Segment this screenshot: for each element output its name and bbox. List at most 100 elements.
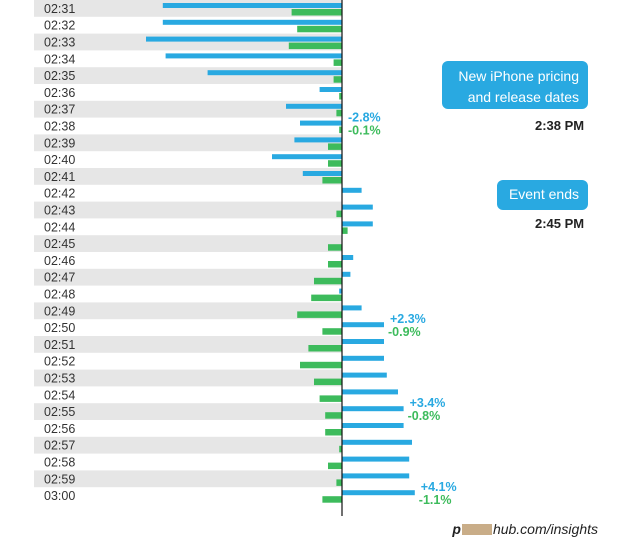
bar-blue <box>342 204 373 210</box>
time-label: 02:37 <box>44 103 75 117</box>
row-band <box>34 100 342 118</box>
time-label: 02:34 <box>44 52 75 66</box>
bar-blue <box>342 305 362 311</box>
time-label: 02:49 <box>44 304 75 318</box>
callout-pricing-line1: New iPhone pricing <box>458 68 579 84</box>
bar-green <box>342 227 348 234</box>
bar-blue <box>302 171 342 176</box>
callout-event-ends-line1: Event ends <box>508 186 579 202</box>
bar-green <box>333 76 342 83</box>
bar-blue <box>300 120 342 126</box>
callout-pricing-line2: and release dates <box>467 89 579 105</box>
row-bands <box>34 0 342 488</box>
watermark-prefix: p <box>452 521 461 537</box>
row-band <box>34 336 342 353</box>
callout-event-ends: Event ends <box>497 180 588 210</box>
bar-green <box>291 9 342 16</box>
callout-event-ends-time: 2:45 PM <box>535 216 585 231</box>
time-label: 02:36 <box>44 86 75 100</box>
bar-blue <box>162 3 342 8</box>
time-label: 02:46 <box>44 254 75 268</box>
bar-blue <box>342 456 410 462</box>
row-band <box>34 470 342 488</box>
bars <box>146 3 415 503</box>
bar-green <box>336 109 342 117</box>
bar-green <box>328 160 342 167</box>
time-label: 02:40 <box>44 153 75 167</box>
bar-blue <box>342 490 415 496</box>
bar-green <box>300 361 342 369</box>
row-band <box>34 369 342 387</box>
bar-blue <box>342 355 384 361</box>
row-band <box>34 403 342 420</box>
time-label: 02:51 <box>44 338 75 352</box>
row-band <box>34 302 342 320</box>
bar-blue <box>342 389 398 395</box>
bar-green <box>297 311 342 318</box>
bar-blue <box>207 70 342 76</box>
bar-green <box>328 462 342 470</box>
time-label: 02:33 <box>44 36 75 50</box>
bar-blue <box>342 187 362 193</box>
bar-green <box>328 143 342 150</box>
percent-label-blue: +3.4% <box>410 396 446 410</box>
bar-green <box>339 445 342 453</box>
bar-green <box>314 378 342 386</box>
bar-blue <box>342 372 387 378</box>
row-band <box>34 168 342 185</box>
time-label: 02:55 <box>44 405 75 419</box>
row-band <box>34 67 342 84</box>
percent-label-green: -0.9% <box>388 325 421 339</box>
bar-blue <box>272 154 342 160</box>
row-band <box>34 268 342 286</box>
bar-blue <box>342 322 384 328</box>
time-label: 02:52 <box>44 355 75 369</box>
time-label: 02:48 <box>44 288 75 302</box>
percent-label-blue: +4.1% <box>421 480 457 494</box>
time-label: 02:43 <box>44 204 75 218</box>
bar-green <box>297 25 342 33</box>
time-label: 02:32 <box>44 19 75 33</box>
bar-green <box>328 244 342 251</box>
bar-blue <box>342 255 354 260</box>
percent-labels: -2.8%-0.1% +2.3%-0.9% +3.4%-0.8% +4.1%-1.1% <box>348 111 457 508</box>
bar-blue <box>165 53 342 59</box>
watermark-suffix: hub.com/insights <box>492 521 598 537</box>
percent-label-green: -0.8% <box>408 409 441 423</box>
bar-blue <box>342 473 410 479</box>
bar-green <box>322 496 342 503</box>
time-label: 02:57 <box>44 439 75 453</box>
row-band <box>34 134 342 152</box>
time-label: 02:41 <box>44 170 75 184</box>
bar-green <box>308 345 342 352</box>
time-label: 02:59 <box>44 472 75 486</box>
bar-blue <box>319 87 342 92</box>
bar-green <box>336 479 342 486</box>
time-label: 02:50 <box>44 321 75 335</box>
bar-blue <box>146 36 342 42</box>
bar-blue <box>342 339 384 344</box>
time-label: 02:47 <box>44 271 75 285</box>
row-band <box>34 436 342 454</box>
time-label: 02:39 <box>44 136 75 150</box>
time-label: 02:44 <box>44 220 75 234</box>
bar-blue <box>342 423 404 428</box>
redacted-logo <box>461 524 492 535</box>
percent-label-green: -0.1% <box>348 124 381 138</box>
bar-blue <box>286 103 342 109</box>
time-label: 02:35 <box>44 69 75 83</box>
bar-green <box>336 210 342 218</box>
time-label: 02:53 <box>44 372 75 386</box>
time-label: 03:00 <box>44 489 75 503</box>
time-label: 02:42 <box>44 187 75 201</box>
bar-green <box>339 126 342 134</box>
bar-green <box>328 261 342 268</box>
time-label: 02:58 <box>44 456 75 470</box>
bar-blue <box>342 406 404 412</box>
bar-green <box>325 429 342 436</box>
bar-green <box>288 42 342 50</box>
callout-pricing-time: 2:38 PM <box>535 118 585 133</box>
bar-blue <box>342 271 351 277</box>
time-label: 02:38 <box>44 120 75 134</box>
